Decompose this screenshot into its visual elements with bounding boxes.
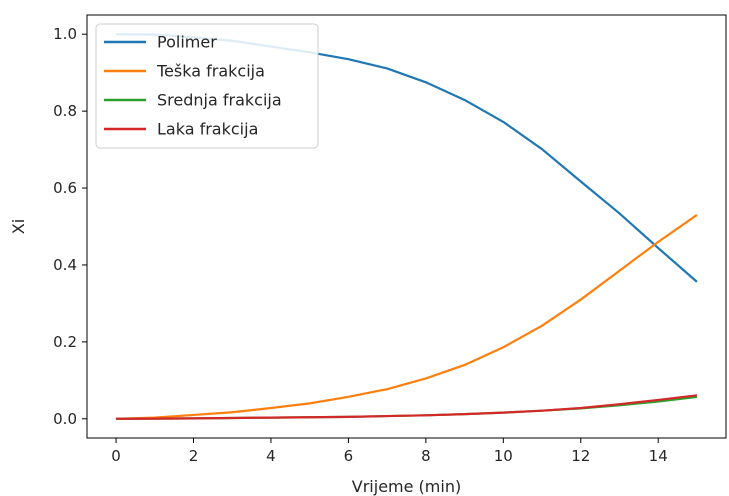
x-tick-label: 6 — [344, 447, 354, 465]
y-tick-label: 1.0 — [53, 25, 77, 43]
x-tick-label: 10 — [494, 447, 513, 465]
x-axis-label: Vrijeme (min) — [352, 477, 461, 496]
legend-label: Teška frakcija — [156, 62, 265, 81]
x-tick-label: 14 — [649, 447, 668, 465]
x-tick-label: 2 — [189, 447, 199, 465]
legend-label: Polimer — [157, 33, 217, 52]
series-line-1 — [116, 214, 698, 420]
axes-layer: 0 2 4 6 8 10 12 14 0.0 0.2 0.4 0.6 0.8 1.0 — [53, 14, 727, 465]
axes-frame — [86, 14, 727, 439]
y-tick-label: 0.8 — [53, 102, 77, 120]
y-axis-label: Xi — [9, 219, 28, 234]
y-tick-label: 0.0 — [53, 410, 77, 428]
y-tick-label: 0.6 — [53, 179, 77, 197]
legend-box — [95, 23, 319, 149]
legend-label: Srednja frakcija — [157, 91, 282, 110]
series-line-3 — [116, 394, 698, 420]
y-tick-label: 0.4 — [53, 256, 77, 274]
x-tick-label: 12 — [571, 447, 590, 465]
legend: Polimer Teška frakcija Srednja frakcija Lak… — [95, 23, 319, 149]
y-tick-label: 0.2 — [53, 333, 77, 351]
x-tick-label: 8 — [421, 447, 431, 465]
x-tick-label: 0 — [111, 447, 121, 465]
x-tick-label: 4 — [266, 447, 276, 465]
legend-label: Laka frakcija — [157, 120, 258, 139]
